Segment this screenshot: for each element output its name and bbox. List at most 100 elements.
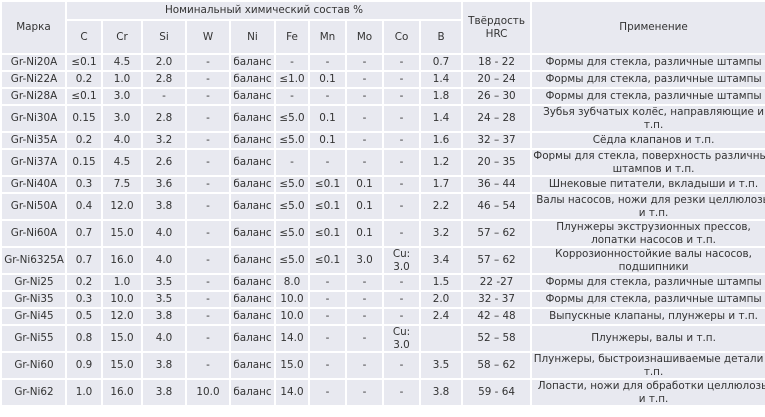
- cell-mn: ≤0.1: [310, 221, 345, 246]
- cell-cr: 4.5: [103, 150, 141, 175]
- header-application: Применение: [532, 2, 765, 53]
- cell-si: 3.8: [143, 309, 185, 324]
- cell-hardness: 20 – 35: [463, 150, 531, 175]
- cell-cr: 4.5: [103, 55, 141, 70]
- cell-co: Cu: 3.0: [384, 326, 419, 351]
- header-element: Si: [143, 21, 185, 53]
- cell-cr: 12.0: [103, 194, 141, 219]
- header-grade: Марка: [2, 2, 65, 53]
- cell-grade: Gr-Ni35A: [2, 133, 65, 148]
- cell-si: 3.5: [143, 275, 185, 290]
- cell-ni: баланс: [231, 177, 274, 192]
- cell-cr: 3.0: [103, 89, 141, 104]
- cell-grade: Gr-Ni40A: [2, 177, 65, 192]
- cell-b: 3.8: [421, 380, 462, 405]
- cell-c: 1.0: [67, 380, 101, 405]
- cell-fe: 15.0: [276, 353, 308, 378]
- cell-grade: Gr-Ni22A: [2, 72, 65, 87]
- cell-application: Плунжеры, валы и т.п.: [532, 326, 765, 351]
- cell-si: 4.0: [143, 221, 185, 246]
- cell-grade: Gr-Ni60A: [2, 221, 65, 246]
- cell-co: -: [384, 275, 419, 290]
- header-element: B: [421, 21, 462, 53]
- cell-hardness: 20 – 24: [463, 72, 531, 87]
- cell-fe: -: [276, 55, 308, 70]
- header-element: W: [187, 21, 229, 53]
- header-element: Cr: [103, 21, 141, 53]
- cell-ni: баланс: [231, 275, 274, 290]
- cell-mn: -: [310, 326, 345, 351]
- cell-si: 3.2: [143, 133, 185, 148]
- cell-hardness: 42 – 48: [463, 309, 531, 324]
- cell-grade: Gr-Ni20A: [2, 55, 65, 70]
- header-element: Co: [384, 21, 419, 53]
- cell-application: Коррозионностойкие валы насосов, подшипн…: [532, 248, 765, 273]
- cell-mo: -: [347, 150, 382, 175]
- cell-mo: -: [347, 275, 382, 290]
- cell-w: -: [187, 221, 229, 246]
- cell-w: -: [187, 55, 229, 70]
- cell-mo: -: [347, 106, 382, 131]
- cell-c: 0.2: [67, 72, 101, 87]
- cell-mo: -: [347, 292, 382, 307]
- cell-hardness: 36 – 44: [463, 177, 531, 192]
- cell-fe: ≤5.0: [276, 133, 308, 148]
- table-body: Gr-Ni20A ≤0.1 4.5 2.0- баланс - - - -0.7 18 - 22 Ф…: [2, 55, 765, 405]
- cell-si: 2.8: [143, 106, 185, 131]
- cell-cr: 16.0: [103, 248, 141, 273]
- cell-mn: -: [310, 309, 345, 324]
- header-element: Fe: [276, 21, 308, 53]
- header-hardness: Твёрдость HRC: [463, 2, 531, 53]
- table-row: Gr-Ni30A 0.15 3.0 2.8- баланс ≤5.0 0.1- -1.4 24 …: [2, 106, 765, 131]
- cell-cr: 4.0: [103, 133, 141, 148]
- cell-b: 1.2: [421, 150, 462, 175]
- table-row: Gr-Ni28A ≤0.1 3.0- - баланс - - - -1.8 26 – 30 Фор…: [2, 89, 765, 104]
- cell-b: 1.4: [421, 106, 462, 131]
- cell-ni: баланс: [231, 55, 274, 70]
- cell-ni: баланс: [231, 194, 274, 219]
- cell-si: 4.0: [143, 326, 185, 351]
- header-element: Mn: [310, 21, 345, 53]
- cell-c: 0.4: [67, 194, 101, 219]
- cell-fe: 14.0: [276, 380, 308, 405]
- cell-grade: Gr-Ni55: [2, 326, 65, 351]
- cell-w: -: [187, 89, 229, 104]
- cell-w: -: [187, 106, 229, 131]
- cell-hardness: 22 -27: [463, 275, 531, 290]
- cell-hardness: 26 – 30: [463, 89, 531, 104]
- cell-co: -: [384, 309, 419, 324]
- cell-mo: -: [347, 89, 382, 104]
- cell-c: ≤0.1: [67, 55, 101, 70]
- cell-grade: Gr-Ni37A: [2, 150, 65, 175]
- cell-b: 0.7: [421, 55, 462, 70]
- cell-co: -: [384, 150, 419, 175]
- cell-hardness: 24 – 28: [463, 106, 531, 131]
- cell-w: -: [187, 353, 229, 378]
- cell-ni: баланс: [231, 309, 274, 324]
- cell-application: Плунжеры экструзионных прессов, лопатки …: [532, 221, 765, 246]
- cell-cr: 3.0: [103, 106, 141, 131]
- cell-b: 1.5: [421, 275, 462, 290]
- cell-mn: -: [310, 292, 345, 307]
- cell-c: 0.7: [67, 248, 101, 273]
- cell-si: 3.8: [143, 380, 185, 405]
- cell-b: [421, 326, 462, 351]
- cell-mn: -: [310, 89, 345, 104]
- cell-co: -: [384, 72, 419, 87]
- cell-fe: ≤5.0: [276, 194, 308, 219]
- cell-co: Cu: 3.0: [384, 248, 419, 273]
- cell-ni: баланс: [231, 326, 274, 351]
- cell-grade: Gr-Ni45: [2, 309, 65, 324]
- cell-ni: баланс: [231, 353, 274, 378]
- cell-w: -: [187, 292, 229, 307]
- cell-w: -: [187, 177, 229, 192]
- table-row: Gr-Ni22A 0.2 1.0 2.8- баланс ≤1.0 0.1- -1.4 20 –…: [2, 72, 765, 87]
- cell-ni: баланс: [231, 72, 274, 87]
- cell-ni: баланс: [231, 221, 274, 246]
- cell-si: 2.0: [143, 55, 185, 70]
- cell-hardness: 57 – 62: [463, 221, 531, 246]
- cell-fe: ≤5.0: [276, 177, 308, 192]
- cell-w: -: [187, 133, 229, 148]
- cell-cr: 1.0: [103, 275, 141, 290]
- cell-fe: ≤5.0: [276, 221, 308, 246]
